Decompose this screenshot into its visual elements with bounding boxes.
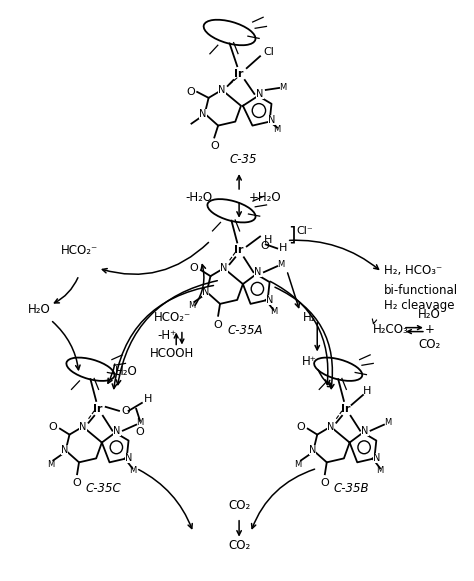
- Text: H₂ cleavage: H₂ cleavage: [384, 299, 455, 313]
- Text: +H₂O: +H₂O: [249, 191, 281, 205]
- Text: O: O: [210, 141, 219, 152]
- Text: -H⁺: -H⁺: [157, 329, 176, 342]
- Text: N: N: [125, 453, 132, 464]
- Text: bi-functional: bi-functional: [384, 284, 458, 296]
- Text: M: M: [384, 418, 392, 427]
- Text: N: N: [266, 295, 273, 305]
- Text: O: O: [214, 320, 222, 330]
- Text: M: M: [270, 307, 277, 316]
- Text: O: O: [48, 422, 57, 432]
- Text: H: H: [363, 386, 371, 396]
- Text: Cl: Cl: [264, 47, 275, 58]
- Text: CO₂: CO₂: [228, 539, 250, 552]
- Text: H: H: [264, 235, 272, 246]
- Text: N: N: [327, 422, 334, 432]
- Text: O: O: [73, 478, 82, 488]
- Text: N: N: [113, 426, 121, 436]
- Text: Ir: Ir: [93, 404, 103, 414]
- Text: C-35B: C-35B: [334, 482, 369, 495]
- Text: N: N: [361, 426, 369, 436]
- Text: Ir: Ir: [341, 404, 351, 414]
- Text: N: N: [202, 287, 210, 297]
- Text: O: O: [121, 406, 130, 416]
- Text: N: N: [79, 422, 87, 432]
- Text: M: M: [47, 460, 54, 469]
- Text: CO₂: CO₂: [419, 338, 441, 351]
- Text: H₂: H₂: [303, 311, 316, 324]
- Text: Cl⁻: Cl⁻: [296, 225, 313, 235]
- Text: ]: ]: [289, 225, 296, 244]
- Text: -H₂O: -H₂O: [185, 191, 212, 205]
- Text: M: M: [277, 260, 285, 269]
- Text: H₂O: H₂O: [27, 303, 50, 316]
- Text: N: N: [255, 267, 262, 277]
- Text: N: N: [268, 114, 275, 125]
- Text: H₂, HCO₃⁻: H₂, HCO₃⁻: [384, 264, 442, 277]
- Text: M: M: [376, 466, 384, 475]
- Text: H₂CO₃: H₂CO₃: [373, 323, 408, 336]
- Text: O: O: [260, 242, 269, 252]
- Text: N: N: [61, 446, 68, 456]
- Text: HCOOH: HCOOH: [150, 347, 194, 360]
- Text: CO₂: CO₂: [228, 500, 250, 512]
- Text: O: O: [186, 87, 195, 97]
- Text: M: M: [294, 460, 302, 469]
- Text: O: O: [296, 422, 305, 432]
- Text: M: M: [273, 125, 281, 134]
- Text: H⁺: H⁺: [302, 355, 317, 368]
- Text: H₂O: H₂O: [115, 365, 138, 378]
- Text: M: M: [137, 418, 144, 427]
- Text: M: M: [129, 466, 136, 475]
- Text: N: N: [220, 263, 228, 273]
- Text: H: H: [279, 243, 288, 253]
- Text: C-35: C-35: [229, 153, 256, 166]
- Text: +: +: [425, 323, 435, 336]
- Text: N: N: [373, 453, 380, 464]
- Text: C-35A: C-35A: [227, 324, 263, 336]
- Text: M: M: [279, 84, 287, 92]
- Text: C-35C: C-35C: [86, 482, 122, 495]
- Text: N: N: [218, 85, 226, 95]
- Text: H₂O: H₂O: [418, 309, 441, 321]
- Text: O: O: [190, 263, 198, 273]
- Text: M: M: [188, 302, 195, 310]
- Text: N: N: [256, 89, 264, 99]
- Text: HCO₂⁻: HCO₂⁻: [154, 311, 191, 324]
- Text: H: H: [144, 394, 152, 404]
- Text: Ir: Ir: [234, 69, 244, 79]
- Text: O: O: [136, 426, 145, 437]
- Text: N: N: [309, 446, 316, 456]
- Text: Ir: Ir: [234, 245, 244, 256]
- Text: HCO₂⁻: HCO₂⁻: [60, 244, 98, 257]
- Text: O: O: [320, 478, 329, 488]
- Text: N: N: [199, 109, 207, 119]
